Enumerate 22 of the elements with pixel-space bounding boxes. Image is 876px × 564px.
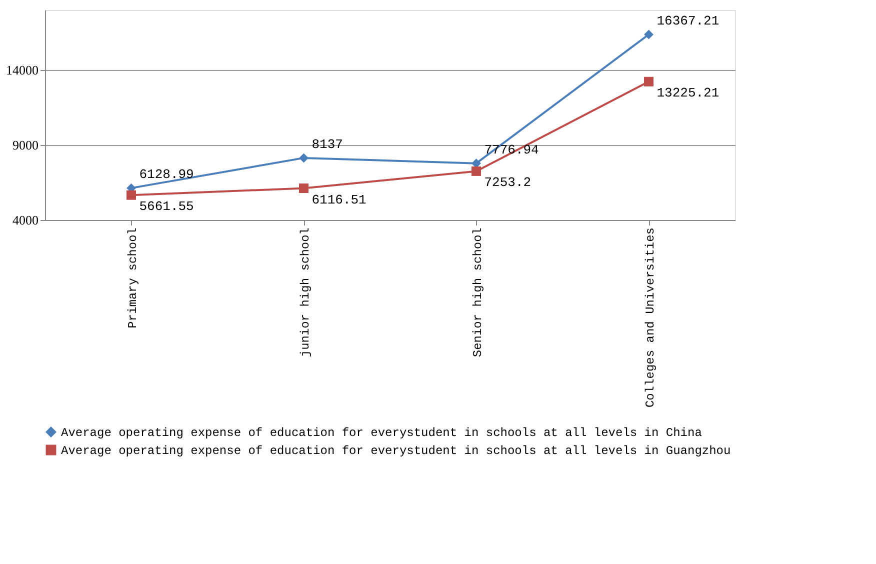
data-label: 8137 xyxy=(312,136,343,152)
point xyxy=(472,166,481,176)
data-label: 16367.21 xyxy=(656,13,720,28)
x-tick-label: Primary school xyxy=(126,228,140,328)
point xyxy=(644,76,654,86)
y-tick-label: 9000 xyxy=(12,138,38,152)
legend-label: Average operating expense of education for everystudent in schools at all levels in China xyxy=(61,426,702,440)
data-label: 13225.21 xyxy=(656,86,720,101)
legend-label: Average operating expense of education for everystudent in schools at all levels in Guangzhou xyxy=(61,444,731,458)
data-label: 7253.2 xyxy=(484,175,532,190)
data-label: 5661.55 xyxy=(139,199,194,214)
point xyxy=(126,190,136,200)
point xyxy=(299,184,308,193)
x-tick-label: junior high school xyxy=(298,228,312,358)
data-label: 6116.51 xyxy=(312,192,367,208)
x-tick-label: Colleges and Universities xyxy=(643,228,658,408)
point xyxy=(299,153,308,163)
x-tick-label: Senior high school xyxy=(470,228,485,358)
y-tick-label: 4000 xyxy=(12,212,38,228)
data-label: 6128.99 xyxy=(139,167,194,182)
point xyxy=(644,30,654,40)
y-tick-label: 14000 xyxy=(6,62,38,78)
